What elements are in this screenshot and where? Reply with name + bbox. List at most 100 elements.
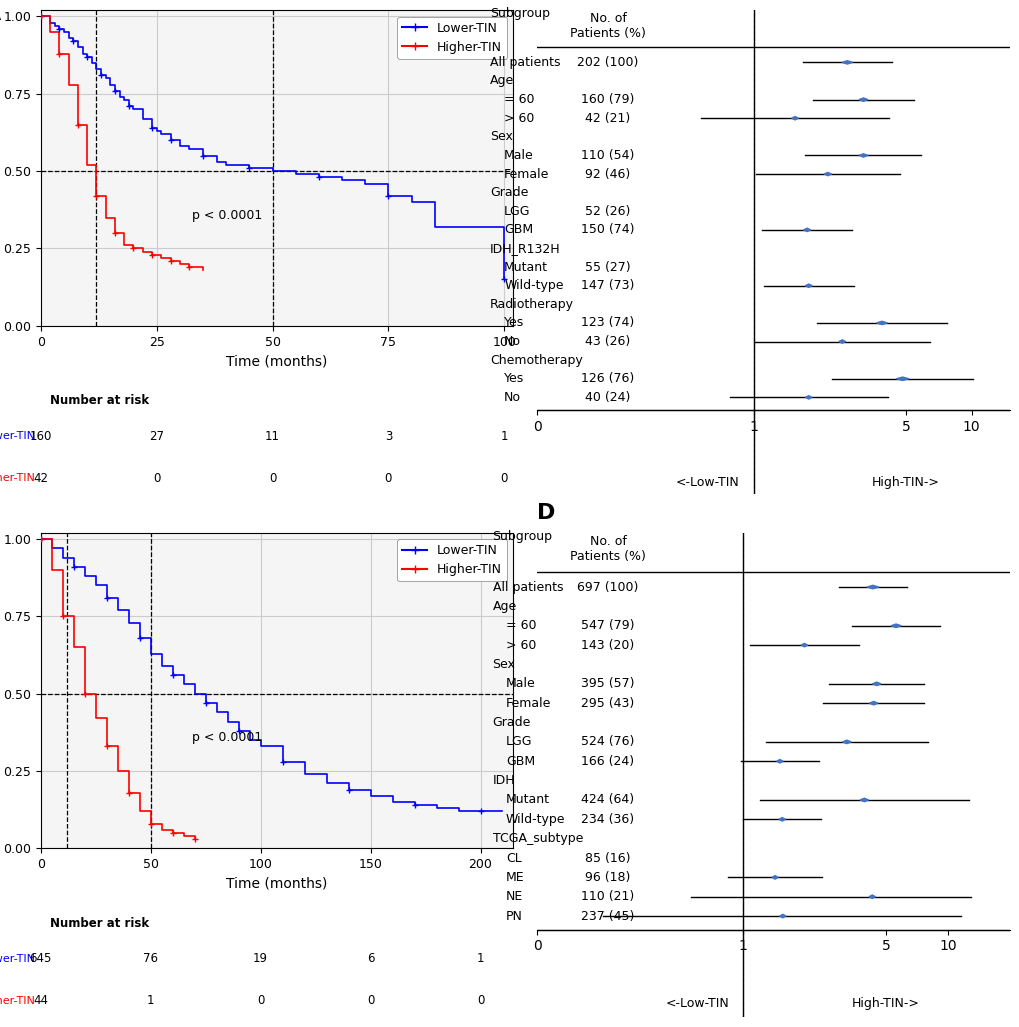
Text: 645: 645 <box>30 952 52 965</box>
Lower-TIN <box>244 734 256 747</box>
Text: 0: 0 <box>269 471 276 485</box>
Higher-TIN <box>173 258 185 270</box>
Lower-TIN <box>111 604 123 616</box>
Lower-TIN <box>155 127 167 140</box>
Text: 295 (43): 295 (43) <box>581 696 634 710</box>
Lower-TIN <box>91 63 103 75</box>
Text: CL: CL <box>505 851 521 865</box>
Polygon shape <box>779 914 786 918</box>
Polygon shape <box>838 340 845 343</box>
Polygon shape <box>823 173 830 176</box>
Text: 202 (100): 202 (100) <box>577 55 638 69</box>
Lower-TIN <box>211 156 223 168</box>
Text: NE: NE <box>505 890 523 903</box>
Polygon shape <box>890 624 901 627</box>
Higher-TIN <box>81 159 93 172</box>
Lower-TIN <box>71 41 84 53</box>
Higher-TIN <box>156 824 168 836</box>
Text: All patients: All patients <box>489 55 559 69</box>
Text: 160: 160 <box>30 429 52 443</box>
Text: LGG: LGG <box>503 204 530 218</box>
Lower-TIN <box>76 47 89 60</box>
Text: 0: 0 <box>153 471 160 485</box>
Lower-TIN <box>146 121 158 134</box>
Polygon shape <box>858 98 867 102</box>
Lower-TIN <box>405 196 417 208</box>
Text: p < 0.0001: p < 0.0001 <box>192 208 262 222</box>
Text: 547 (79): 547 (79) <box>581 619 634 633</box>
Polygon shape <box>805 395 811 400</box>
Lower-TIN <box>90 579 102 592</box>
Text: 234 (36): 234 (36) <box>581 812 634 826</box>
Polygon shape <box>800 643 807 647</box>
Lower-TIN <box>118 93 130 106</box>
Lower-TIN <box>320 777 332 790</box>
Lower-TIN <box>53 23 65 35</box>
Lower-TIN <box>243 162 255 175</box>
Higher-TIN <box>71 118 84 130</box>
Text: High-TIN->: High-TIN-> <box>871 476 940 489</box>
Polygon shape <box>803 228 810 231</box>
Text: Chemotherapy: Chemotherapy <box>489 353 582 367</box>
Higher-TIN <box>146 249 158 261</box>
Text: Higher-TIN: Higher-TIN <box>0 996 36 1006</box>
Text: 237 (45): 237 (45) <box>581 910 634 922</box>
Text: 697 (100): 697 (100) <box>577 580 638 594</box>
Text: Subgroup: Subgroup <box>492 530 552 542</box>
Text: 0: 0 <box>367 994 374 1007</box>
Text: No: No <box>503 391 521 404</box>
Text: 6: 6 <box>367 952 374 965</box>
Text: 1: 1 <box>500 429 507 443</box>
X-axis label: Time (months): Time (months) <box>226 354 327 368</box>
Higher-TIN <box>177 830 190 842</box>
Text: <-Low-TIN: <-Low-TIN <box>675 476 739 489</box>
Line: Lower-TIN: Lower-TIN <box>41 539 502 811</box>
Lower-TIN <box>46 542 58 555</box>
Line: Lower-TIN: Lower-TIN <box>41 16 503 279</box>
Lower-TIN <box>137 112 149 124</box>
Lower-TIN <box>255 740 267 753</box>
Text: 160 (79): 160 (79) <box>581 93 634 106</box>
Text: Male: Male <box>505 678 535 690</box>
Text: IDH_R132H: IDH_R132H <box>489 242 560 255</box>
Text: LGG: LGG <box>505 735 532 749</box>
Polygon shape <box>871 682 880 686</box>
Polygon shape <box>771 876 777 879</box>
Lower-TIN <box>497 273 510 286</box>
Text: 123 (74): 123 (74) <box>581 316 634 330</box>
Lower-TIN <box>35 10 47 23</box>
Lower-TIN <box>95 69 107 81</box>
Higher-TIN <box>101 740 113 753</box>
Lower-TIN <box>342 784 355 796</box>
Text: Mutant: Mutant <box>503 261 547 273</box>
Text: 11: 11 <box>265 429 280 443</box>
Text: A: A <box>0 4 1 24</box>
Text: 43 (26): 43 (26) <box>585 335 630 348</box>
Text: 52 (26): 52 (26) <box>585 204 630 218</box>
Lower-TIN <box>299 768 311 781</box>
Lower-TIN <box>452 805 465 817</box>
Text: 42: 42 <box>34 471 48 485</box>
Text: GBM: GBM <box>503 224 533 236</box>
Higher-TIN <box>122 787 135 799</box>
Higher-TIN <box>166 827 178 839</box>
Higher-TIN <box>197 264 209 276</box>
Lower-TIN <box>474 805 486 817</box>
Lower-TIN <box>210 707 222 719</box>
Lower-TIN <box>276 756 288 768</box>
Lower-TIN <box>200 697 212 710</box>
Text: ME: ME <box>505 871 524 884</box>
Line: Higher-TIN: Higher-TIN <box>41 539 195 839</box>
Text: p < 0.0001: p < 0.0001 <box>192 731 262 745</box>
Polygon shape <box>866 585 878 588</box>
Text: 424 (64): 424 (64) <box>581 794 634 806</box>
Lower-TIN <box>49 20 61 32</box>
Text: Wild-type: Wild-type <box>505 812 565 826</box>
Text: High-TIN->: High-TIN-> <box>851 997 919 1011</box>
Text: D: D <box>537 503 555 523</box>
Lower-TIN <box>57 551 69 564</box>
Text: 40 (24): 40 (24) <box>585 391 630 404</box>
Text: Female: Female <box>503 167 549 181</box>
Lower-TIN <box>166 669 178 681</box>
Lower-TIN <box>428 221 440 233</box>
